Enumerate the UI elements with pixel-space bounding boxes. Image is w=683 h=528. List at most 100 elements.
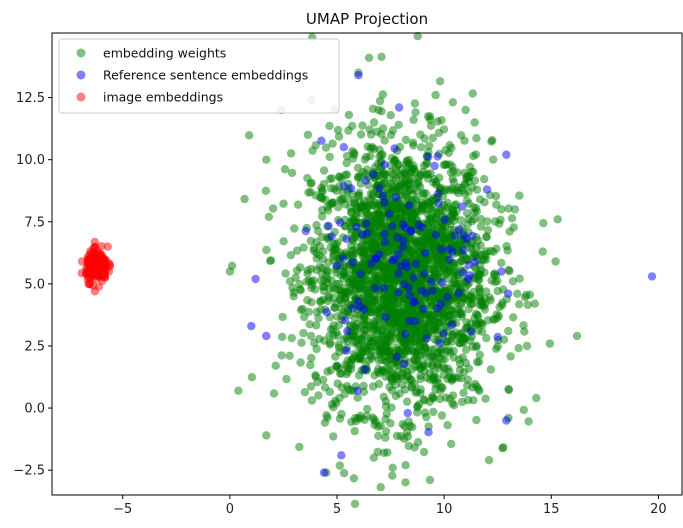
plot-frame [51, 32, 683, 496]
point [100, 273, 110, 282]
point [359, 387, 369, 396]
point [261, 186, 271, 195]
point [385, 244, 394, 253]
point [381, 427, 391, 436]
point [404, 186, 413, 196]
point [457, 374, 466, 383]
point [379, 284, 389, 293]
x-tick-label: 15 [543, 502, 560, 517]
point [370, 371, 379, 380]
point [373, 200, 383, 209]
point [480, 305, 489, 314]
point [426, 277, 436, 286]
point [392, 372, 401, 381]
point [325, 174, 335, 184]
point [332, 261, 342, 270]
point [430, 161, 439, 171]
point [410, 99, 420, 108]
point [409, 273, 418, 282]
point [444, 148, 453, 157]
point [429, 374, 438, 383]
point [225, 267, 235, 276]
point [367, 259, 376, 268]
legend-label: Reference sentence embeddings [103, 68, 308, 83]
point [469, 396, 478, 405]
point [321, 143, 331, 152]
x-axis: −5 0 5 10 15 20 [113, 495, 667, 517]
point [472, 134, 481, 143]
point [497, 258, 506, 268]
point [483, 225, 493, 235]
point [499, 443, 508, 452]
point [336, 196, 346, 205]
point [394, 120, 403, 129]
point [382, 357, 391, 366]
point [306, 188, 315, 197]
point [311, 285, 320, 294]
point [343, 356, 352, 365]
point [372, 127, 382, 136]
point [291, 273, 300, 282]
y-tick-label: 5.0 [24, 277, 45, 292]
point [454, 288, 463, 298]
point [451, 240, 460, 249]
point [388, 222, 397, 231]
x-tick-label: 5 [333, 502, 341, 517]
point [84, 279, 93, 289]
point [379, 392, 388, 401]
x-tick-label: 20 [650, 502, 667, 517]
point [240, 194, 249, 204]
point [414, 173, 423, 182]
point [472, 357, 482, 367]
point [266, 256, 275, 265]
point [319, 166, 329, 175]
point [399, 359, 409, 369]
point [287, 168, 297, 178]
point [481, 394, 490, 403]
chart-title: UMAP Projection [306, 10, 428, 28]
point [332, 186, 341, 195]
point [318, 295, 328, 304]
point [376, 483, 385, 492]
point [417, 143, 426, 152]
y-tick-label: 0.0 [24, 402, 45, 417]
point [319, 468, 329, 477]
point [384, 364, 394, 374]
point [348, 258, 357, 267]
point [420, 241, 429, 250]
point [433, 152, 442, 161]
point [497, 267, 506, 276]
point [301, 226, 310, 236]
point [300, 388, 310, 397]
point [413, 31, 422, 41]
point [435, 338, 444, 348]
point [369, 453, 378, 462]
point [450, 275, 459, 284]
point [428, 133, 438, 143]
point [412, 240, 421, 249]
point [328, 198, 338, 207]
point [312, 221, 321, 230]
legend: embedding weights Reference sentence embe… [58, 38, 340, 114]
point [325, 387, 335, 396]
point [343, 269, 352, 278]
point [329, 403, 338, 412]
point [343, 336, 352, 346]
point [470, 208, 479, 217]
point [354, 71, 363, 80]
point [482, 232, 491, 242]
point [447, 320, 456, 330]
point [315, 262, 325, 271]
point [347, 275, 356, 284]
point [398, 242, 408, 252]
point [476, 222, 486, 231]
point [340, 390, 349, 399]
point [374, 356, 384, 365]
x-tick-label: 10 [436, 502, 453, 517]
point [418, 258, 428, 268]
point [105, 262, 115, 271]
point [277, 332, 287, 342]
point [448, 247, 457, 256]
point [411, 329, 420, 338]
point [306, 360, 315, 370]
